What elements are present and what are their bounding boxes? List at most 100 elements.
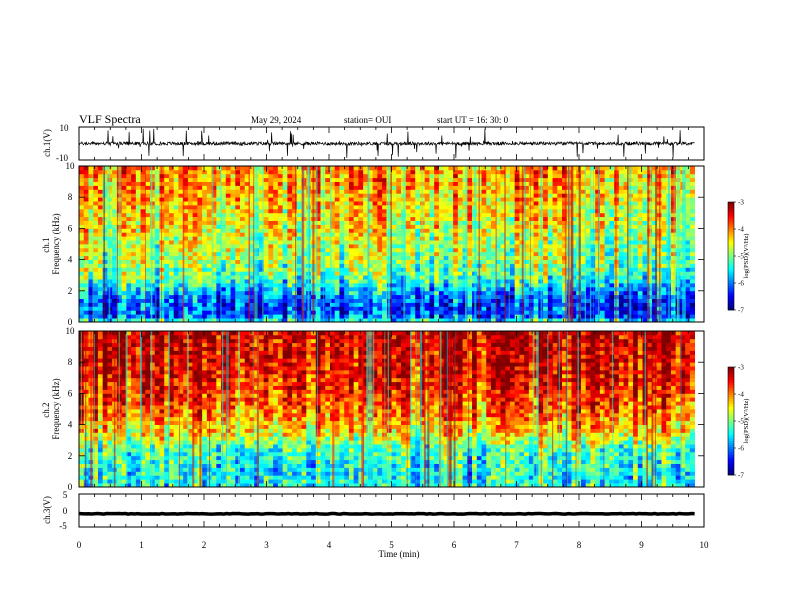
spectrogram-cell	[159, 267, 165, 272]
spectrogram-cell	[453, 290, 459, 296]
spectrogram-cell	[580, 263, 587, 268]
spectrogram-cell	[562, 294, 568, 299]
spectrogram-cell	[367, 294, 374, 299]
spectrogram-cell	[121, 236, 127, 241]
spectrogram-cell	[495, 212, 501, 218]
spectrogram-cell	[197, 286, 203, 292]
spectrogram-cell	[112, 220, 118, 225]
spectrogram-cell	[339, 197, 345, 202]
spectrogram-cell	[500, 166, 506, 171]
spectrogram-cell	[268, 216, 274, 221]
spectrogram-cell	[112, 286, 118, 292]
spectrogram-cell	[112, 169, 118, 175]
spectrogram-cell	[514, 267, 520, 272]
spectrogram-cell	[609, 271, 615, 276]
spectrogram-cell	[599, 267, 606, 272]
spectrogram-cell	[481, 294, 487, 299]
spectrogram-cell	[396, 205, 402, 210]
spectrogram-cell	[528, 185, 535, 190]
spectrogram-cell	[372, 169, 378, 175]
spectrogram-cell	[173, 290, 179, 296]
spectrogram-cell	[453, 302, 459, 307]
spectrogram-cell	[595, 185, 601, 190]
spectrogram-cell	[197, 247, 203, 253]
spectrogram-cell	[164, 166, 170, 171]
spectrogram-cell	[273, 290, 279, 296]
spectrogram-cell	[642, 310, 648, 315]
spectrogram-cell	[173, 267, 179, 272]
spectrogram-cell	[642, 177, 648, 182]
spectrogram-cell	[140, 224, 146, 229]
spectrogram-cell	[552, 271, 558, 276]
spectrogram-cell	[192, 251, 198, 257]
spectrogram-cell	[396, 244, 402, 249]
spectrogram-cell	[168, 232, 175, 237]
spectrogram-cell	[263, 181, 269, 186]
spectrogram-cell	[524, 193, 530, 198]
spectrogram-cell	[344, 201, 350, 206]
spectrogram-cell	[652, 169, 658, 175]
spectrogram-cell	[296, 197, 302, 202]
spectrogram-cell	[135, 271, 141, 276]
spectrogram-cell	[150, 271, 156, 276]
spectrogram-cell	[552, 318, 558, 323]
spectrogram-cell	[524, 220, 530, 225]
spectrogram-cell	[178, 271, 184, 276]
spectrogram-cell	[509, 181, 516, 186]
spectrogram-cell	[225, 228, 231, 233]
spectrogram-cell	[424, 310, 430, 315]
spectrogram-cell	[244, 185, 250, 190]
spectrogram-cell	[235, 310, 241, 315]
spectrogram-cell	[618, 189, 624, 194]
spectrogram-cell	[391, 314, 397, 319]
spectrogram-cell	[126, 181, 132, 186]
spectrogram-cell	[192, 255, 198, 260]
spectrogram-cell	[438, 205, 445, 210]
spectrogram-cell	[557, 224, 563, 229]
spectrogram-cell	[202, 263, 208, 268]
spectrogram-cell	[415, 173, 421, 179]
spectrogram-cell	[637, 205, 643, 210]
spectrogram-cell	[372, 205, 378, 210]
spectrogram-cell	[443, 216, 449, 221]
spectrogram-cell	[140, 259, 146, 264]
spectrogram-cell	[296, 224, 302, 229]
spectrogram-cell	[457, 240, 463, 245]
spectrogram-cell	[145, 224, 151, 229]
spectrogram-cell	[434, 267, 440, 272]
spectrogram-cell	[126, 267, 132, 272]
spectrogram-cell	[320, 244, 326, 249]
spectrogram-cell	[377, 169, 383, 175]
spectrogram-cell	[642, 251, 648, 257]
spectrogram-cell	[652, 294, 658, 299]
spectrogram-cell	[292, 216, 298, 221]
spectrogram-cell	[637, 283, 643, 288]
spectrogram-cell	[263, 267, 269, 272]
spectrogram-cell	[618, 228, 624, 233]
spectrogram-cell	[415, 267, 421, 272]
spectrogram-cell	[187, 314, 194, 319]
spectrogram-cell	[348, 185, 355, 190]
spectrogram-cell	[595, 306, 601, 311]
spectrogram-cell	[396, 224, 402, 229]
spectrogram-cell	[599, 220, 606, 225]
spectrogram-cell	[481, 310, 487, 315]
spectrogram-cell	[126, 185, 132, 190]
spectrogram-cell	[187, 220, 194, 225]
spectrogram-cell	[320, 185, 326, 190]
spectrogram-cell	[524, 244, 530, 249]
spectrogram-cell	[131, 236, 137, 241]
spectrogram-cell	[202, 314, 208, 319]
spectrogram-cell	[481, 181, 487, 186]
spectrogram-cell	[329, 193, 336, 198]
spectrogram-cell	[505, 255, 511, 260]
spectrogram-cell	[263, 259, 269, 264]
spectrogram-cell	[292, 212, 298, 218]
spectrogram-cell	[514, 244, 520, 249]
spectrogram-cell	[410, 298, 416, 303]
spectrogram-cell	[183, 255, 189, 260]
spectrogram-cell	[557, 169, 563, 175]
spectrogram-cell	[164, 228, 170, 233]
spectrogram-cell	[585, 251, 591, 257]
spectrogram-cell	[230, 216, 236, 221]
